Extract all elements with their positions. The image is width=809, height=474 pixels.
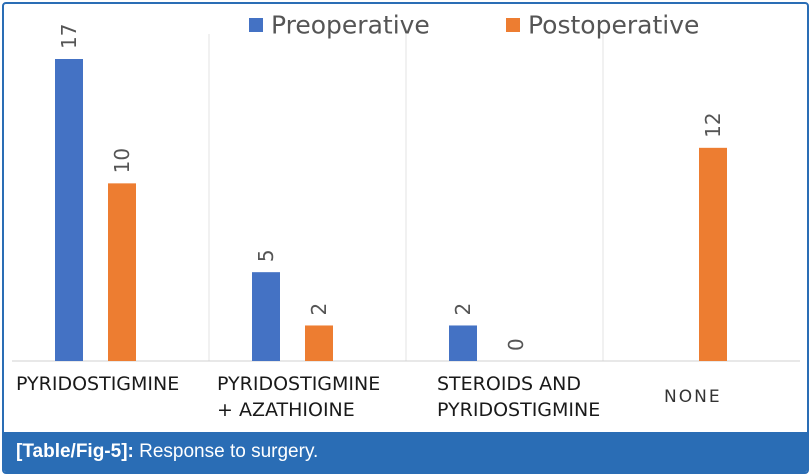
- category-label-1: PYRIDOSTIGMINE + AZATHIOINE: [217, 373, 381, 421]
- bar-chart: 17 10 5 2 2 0 12 Preoperative Postoperative: [12, 11, 800, 362]
- bar-preoperative-2: [449, 325, 477, 361]
- category-label-2: STEROIDS AND PYRIDOSTIGMINE: [437, 373, 601, 421]
- caption-ref: [Table/Fig-5]:: [16, 441, 134, 462]
- bar-postoperative-1: [305, 325, 333, 361]
- data-label-postoperative-1: 2: [307, 303, 331, 316]
- bar-preoperative-1: [252, 272, 280, 361]
- category-label-3: NONE: [664, 387, 722, 407]
- bar-postoperative-3: [699, 147, 727, 361]
- caption-text: Response to surgery.: [133, 441, 319, 462]
- data-label-preoperative-0: 17: [57, 24, 81, 49]
- legend-swatch-postoperative: [506, 18, 520, 32]
- bar-postoperative-0: [108, 183, 136, 361]
- data-label-preoperative-1: 5: [254, 249, 278, 262]
- category-label-0: PYRIDOSTIGMINE: [16, 373, 180, 395]
- legend-label-preoperative: Preoperative: [271, 11, 430, 40]
- data-label-preoperative-2: 2: [451, 303, 475, 316]
- data-label-postoperative-0: 10: [110, 148, 134, 173]
- figure-caption: [Table/Fig-5]: Response to surgery.: [4, 432, 807, 472]
- data-label-postoperative-2: 0: [504, 338, 528, 351]
- legend-swatch-preoperative: [249, 18, 263, 32]
- data-label-postoperative-3: 12: [701, 112, 725, 137]
- bar-preoperative-0: [55, 59, 83, 361]
- legend-label-postoperative: Postoperative: [528, 11, 699, 40]
